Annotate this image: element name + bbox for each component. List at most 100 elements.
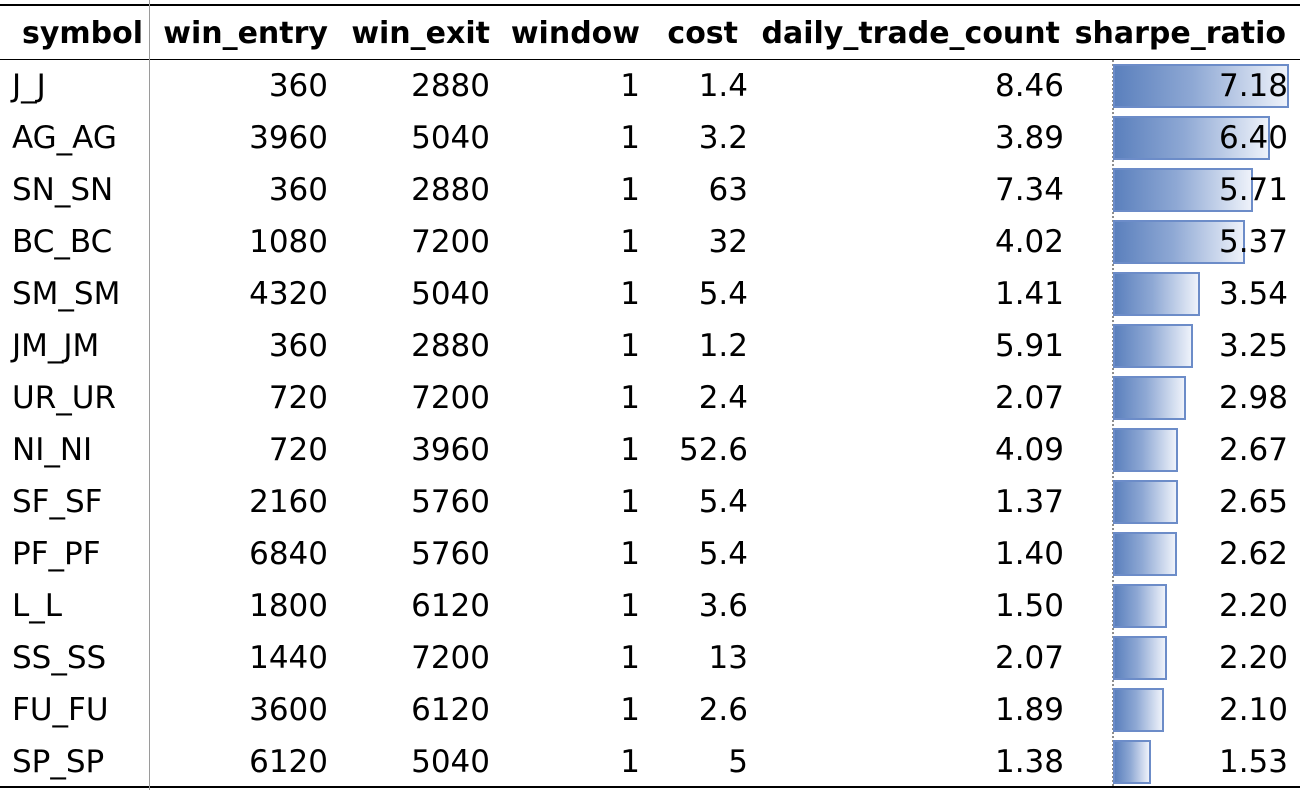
sharpe-ratio-bar [1113,116,1270,160]
cell-win-entry: 6840 [249,536,328,572]
bottom-rule [0,786,1300,788]
cell-symbol: SM_SM [12,276,121,312]
cell-cost: 3.6 [698,588,748,624]
cell-win-exit: 5760 [411,536,490,572]
sharpe-ratio-bar [1113,636,1167,680]
cell-win-entry: 360 [268,68,328,104]
cell-win-entry: 1800 [249,588,328,624]
cell-daily-trade-count: 7.34 [994,172,1064,208]
cell-sharpe-ratio: 2.62 [1218,536,1288,572]
cell-cost: 5.4 [698,484,748,520]
cell-cost: 5.4 [698,276,748,312]
cell-daily-trade-count: 2.07 [994,640,1064,676]
cell-sharpe-ratio: 7.18 [1218,68,1288,104]
cell-symbol: J_J [12,68,46,104]
cell-symbol: SN_SN [12,172,114,208]
cell-window: 1 [620,328,640,364]
header-daily-trade-count: daily_trade_count [761,16,1061,51]
sharpe-ratio-bar [1113,428,1178,472]
cell-win-exit: 2880 [411,68,490,104]
cell-win-exit: 7200 [411,224,490,260]
cell-daily-trade-count: 1.89 [994,692,1064,728]
cell-win-exit: 7200 [411,640,490,676]
cell-win-entry: 360 [268,328,328,364]
cell-win-exit: 2880 [411,172,490,208]
cell-sharpe-ratio: 2.65 [1218,484,1288,520]
cell-win-exit: 6120 [411,588,490,624]
cell-sharpe-ratio: 2.20 [1218,588,1288,624]
cell-window: 1 [620,432,640,468]
cell-win-entry: 1440 [249,640,328,676]
cell-sharpe-ratio: 5.37 [1218,224,1288,260]
cell-daily-trade-count: 8.46 [994,68,1064,104]
cell-win-entry: 3600 [249,692,328,728]
cell-win-entry: 720 [268,432,328,468]
cell-window: 1 [620,484,640,520]
cell-sharpe-ratio: 2.98 [1218,380,1288,416]
sharpe-ratio-bar [1113,272,1200,316]
header-win-exit: win_exit [351,16,490,51]
cell-win-exit: 5040 [411,744,490,780]
cell-cost: 2.6 [698,692,748,728]
cell-daily-trade-count: 1.40 [994,536,1064,572]
cell-sharpe-ratio: 1.53 [1218,744,1288,780]
sharpe-ratio-bar [1113,324,1193,368]
cell-symbol: JM_JM [12,328,100,364]
cell-cost: 13 [708,640,748,676]
cell-daily-trade-count: 3.89 [994,120,1064,156]
sharpe-ratio-bar [1113,532,1177,576]
cell-sharpe-ratio: 2.20 [1218,640,1288,676]
cell-cost: 32 [708,224,748,260]
header-symbol: symbol [22,16,144,51]
cell-daily-trade-count: 1.38 [994,744,1064,780]
cell-window: 1 [620,536,640,572]
cell-win-exit: 6120 [411,692,490,728]
cell-symbol: AG_AG [12,120,117,156]
bar-axis-line [1112,60,1114,786]
cell-daily-trade-count: 1.41 [994,276,1064,312]
cell-win-exit: 5040 [411,276,490,312]
cell-window: 1 [620,276,640,312]
cell-symbol: UR_UR [12,380,116,416]
cell-symbol: FU_FU [12,692,109,728]
cell-win-exit: 7200 [411,380,490,416]
top-rule [0,4,1300,6]
sharpe-ratio-bar [1113,688,1164,732]
cell-sharpe-ratio: 3.54 [1218,276,1288,312]
cell-symbol: SF_SF [12,484,103,520]
sharpe-ratio-bar [1113,584,1167,628]
cell-cost: 5.4 [698,536,748,572]
cell-daily-trade-count: 4.09 [994,432,1064,468]
cell-cost: 1.2 [698,328,748,364]
header-window: window [510,16,640,51]
cell-win-exit: 2880 [411,328,490,364]
cell-win-entry: 1080 [249,224,328,260]
cell-window: 1 [620,692,640,728]
sharpe-ratio-bar [1113,64,1289,108]
cell-symbol: NI_NI [12,432,93,468]
sharpe-ratio-bar [1113,220,1245,264]
sharpe-ratio-bar [1113,376,1186,420]
cell-symbol: PF_PF [12,536,101,572]
cell-window: 1 [620,744,640,780]
cell-win-entry: 2160 [249,484,328,520]
cell-symbol: L_L [12,588,63,624]
cell-daily-trade-count: 5.91 [994,328,1064,364]
cell-sharpe-ratio: 3.25 [1218,328,1288,364]
cell-win-entry: 4320 [249,276,328,312]
cell-sharpe-ratio: 6.40 [1218,120,1288,156]
cell-window: 1 [620,588,640,624]
index-divider [149,0,150,790]
cell-sharpe-ratio: 2.10 [1218,692,1288,728]
cell-win-entry: 3960 [249,120,328,156]
sharpe-ratio-bar [1113,480,1178,524]
cell-window: 1 [620,224,640,260]
cell-window: 1 [620,172,640,208]
cell-cost: 52.6 [678,432,748,468]
cell-win-exit: 3960 [411,432,490,468]
cell-symbol: BC_BC [12,224,113,260]
cell-daily-trade-count: 2.07 [994,380,1064,416]
cell-symbol: SS_SS [12,640,107,676]
cell-win-entry: 360 [268,172,328,208]
cell-cost: 5 [728,744,748,780]
